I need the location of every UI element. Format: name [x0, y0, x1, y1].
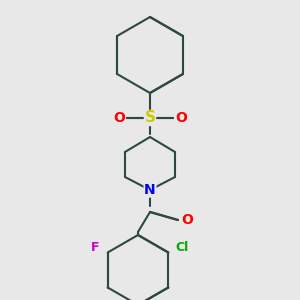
Text: Cl: Cl	[176, 241, 189, 254]
Text: F: F	[90, 241, 99, 254]
Text: S: S	[145, 110, 155, 125]
Text: O: O	[175, 111, 187, 125]
Text: N: N	[144, 183, 156, 197]
Text: O: O	[181, 213, 193, 227]
Text: O: O	[113, 111, 125, 125]
